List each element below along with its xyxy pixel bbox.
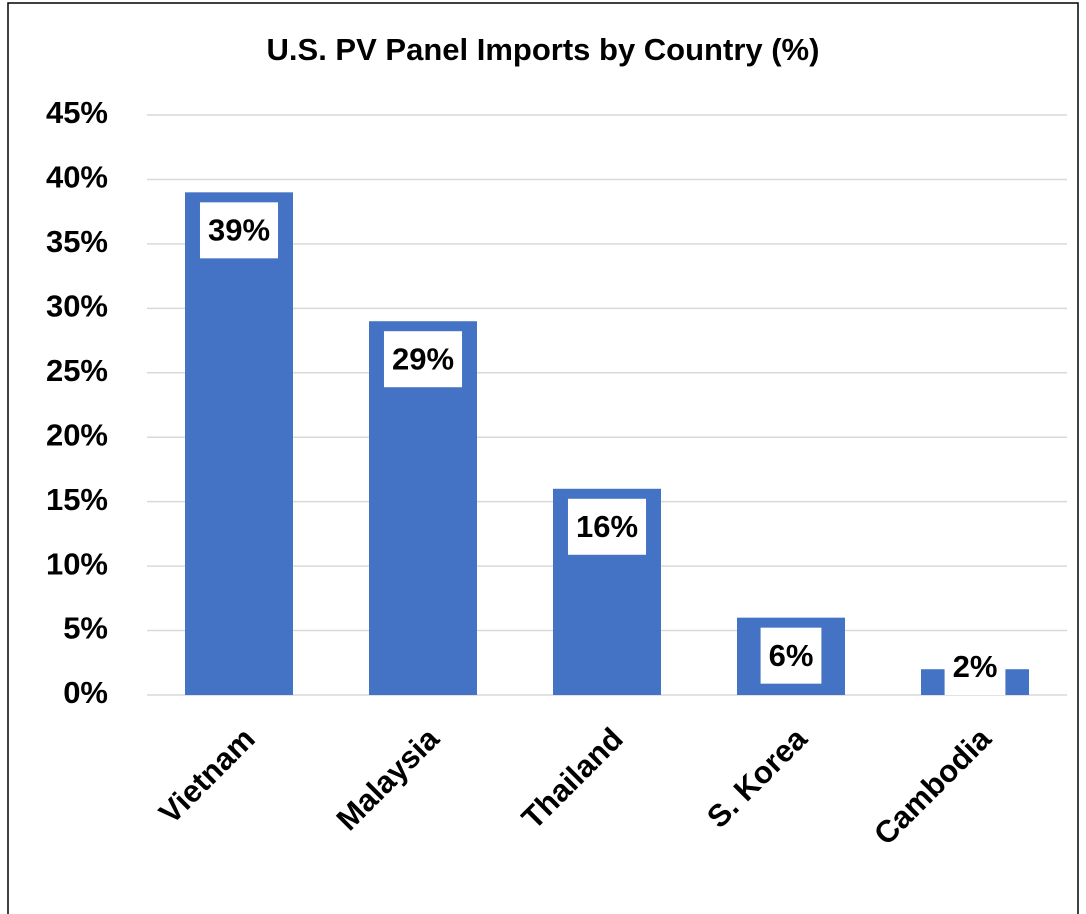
y-tick-label: 45% xyxy=(46,95,108,130)
y-tick-label: 40% xyxy=(46,160,108,195)
data-label-text: 2% xyxy=(953,649,998,684)
data-label-box xyxy=(567,498,647,555)
data-label: 29% xyxy=(383,331,463,388)
y-tick-label: 15% xyxy=(46,482,108,517)
x-tick-label: Cambodia xyxy=(867,720,998,851)
y-tick-label: 0% xyxy=(63,675,108,710)
data-label-box xyxy=(199,202,279,259)
bar xyxy=(185,192,293,696)
x-tick-label: S. Korea xyxy=(700,720,814,834)
chart-border xyxy=(7,2,1079,914)
chart-title: U.S. PV Panel Imports by Country (%) xyxy=(267,32,820,67)
data-label-text: 39% xyxy=(208,213,270,248)
y-tick-label: 30% xyxy=(46,289,108,324)
y-tick-label: 10% xyxy=(46,546,108,581)
data-label-text: 6% xyxy=(769,638,814,673)
x-tick-label: Malaysia xyxy=(330,720,447,837)
y-tick-label: 20% xyxy=(46,417,108,452)
data-label-box xyxy=(760,627,822,684)
x-tick-label: Vietnam xyxy=(152,721,262,831)
data-label-text: 16% xyxy=(576,509,638,544)
data-label-text: 29% xyxy=(392,341,454,376)
data-label-box xyxy=(944,639,1006,695)
y-tick-label: 25% xyxy=(46,353,108,388)
y-tick-label: 5% xyxy=(63,611,108,646)
data-label-box xyxy=(383,331,463,388)
data-label: 39% xyxy=(199,202,279,259)
data-label: 2% xyxy=(944,639,1006,695)
y-tick-label: 35% xyxy=(46,224,108,259)
data-label: 6% xyxy=(760,627,822,684)
x-tick-label: Thailand xyxy=(515,721,630,836)
data-label: 16% xyxy=(567,498,647,555)
